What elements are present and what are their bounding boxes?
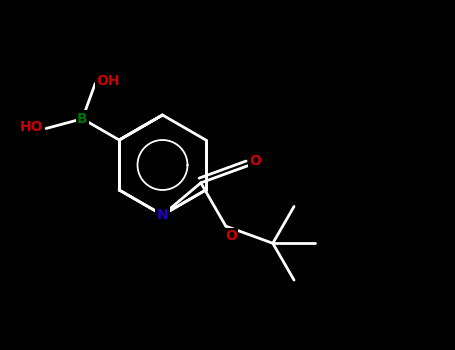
Text: N: N — [157, 208, 168, 222]
Text: HO: HO — [20, 120, 43, 134]
Text: B: B — [77, 112, 88, 126]
Text: O: O — [225, 229, 237, 243]
Text: O: O — [249, 154, 261, 168]
Text: OH: OH — [96, 74, 120, 88]
